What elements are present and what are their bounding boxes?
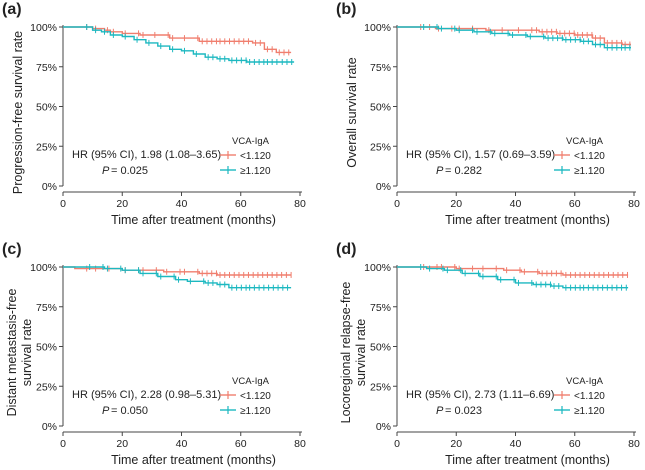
- p-value-label: P: [102, 405, 110, 417]
- legend-title: VCA-IgA: [232, 376, 270, 387]
- x-tick-label: 0: [394, 198, 400, 210]
- x-tick-label: 60: [235, 198, 247, 210]
- x-tick-label: 40: [176, 198, 188, 210]
- chart-panel: (a) 0% 25% 50% 75% 100% 0 20 40 60 80 Time after tr…: [2, 1, 306, 227]
- legend-item-label: ≥1.120: [574, 166, 605, 177]
- p-value-text: = 0.282: [445, 165, 482, 177]
- hazard-ratio-text: HR (95% CI), 2.73 (1.11–6.69): [406, 389, 554, 401]
- p-value-text: = 0.025: [111, 165, 148, 177]
- y-tick-label: 100%: [364, 262, 391, 274]
- x-axis-label: Time after treatment (months): [445, 453, 610, 467]
- x-tick-label: 60: [569, 438, 581, 450]
- x-tick-label: 80: [294, 438, 306, 450]
- p-value-text: = 0.050: [111, 405, 148, 417]
- y-tick-label: 75%: [370, 62, 391, 74]
- x-tick-label: 20: [116, 438, 128, 450]
- y-tick-label: 0%: [376, 181, 391, 193]
- y-tick-label: 0%: [376, 421, 391, 433]
- x-tick-label: 80: [628, 438, 640, 450]
- x-tick-label: 60: [569, 198, 581, 210]
- y-axis-label: Distant metastasis-free: [5, 289, 19, 417]
- x-axis-label: Time after treatment (months): [445, 213, 610, 227]
- legend-item-label: <1.120: [574, 391, 605, 402]
- panel-label: (d): [336, 241, 356, 258]
- hazard-ratio-text: HR (95% CI), 2.28 (0.98–5.31): [72, 389, 221, 401]
- legend-item-label: <1.120: [240, 151, 271, 162]
- p-value-label: P: [436, 165, 444, 177]
- survival-curve-high: [397, 26, 631, 49]
- y-tick-label: 0%: [42, 421, 57, 433]
- legend-title: VCA-IgA: [566, 136, 604, 147]
- y-tick-label: 0%: [42, 181, 57, 193]
- y-tick-label: 75%: [370, 302, 391, 314]
- x-tick-label: 40: [176, 438, 188, 450]
- y-axis-label: Overall survival rate: [345, 57, 359, 167]
- panel-label: (b): [336, 1, 356, 18]
- legend-item-label: ≥1.120: [240, 166, 271, 177]
- x-tick-label: 60: [235, 438, 247, 450]
- y-tick-label: 50%: [370, 102, 391, 114]
- y-tick-label: 25%: [370, 141, 391, 153]
- hazard-ratio-text: HR (95% CI), 1.98 (1.08–3.65): [72, 149, 221, 161]
- x-tick-label: 40: [510, 438, 522, 450]
- p-value-text: = 0.023: [445, 405, 482, 417]
- legend-title: VCA-IgA: [232, 136, 270, 147]
- panel-label: (a): [2, 1, 22, 18]
- chart-panel: (d) 0% 25% 50% 75% 100% 0 20 40 60 80 Time after tr…: [336, 241, 640, 467]
- x-tick-label: 20: [116, 198, 128, 210]
- x-tick-label: 0: [60, 198, 66, 210]
- hazard-ratio-text: HR (95% CI), 1.57 (0.69–3.59): [406, 149, 555, 161]
- y-tick-label: 50%: [36, 102, 57, 114]
- y-tick-label: 100%: [30, 262, 57, 274]
- x-axis-label: Time after treatment (months): [111, 453, 276, 467]
- y-tick-label: 100%: [30, 22, 57, 34]
- p-value-label: P: [436, 405, 444, 417]
- y-axis-label: Progression-free survival rate: [11, 31, 25, 194]
- y-tick-label: 25%: [370, 381, 391, 393]
- x-tick-label: 40: [510, 198, 522, 210]
- x-tick-label: 20: [450, 438, 462, 450]
- y-tick-label: 25%: [36, 141, 57, 153]
- legend-title: VCA-IgA: [566, 376, 604, 387]
- chart-panel: (c) 0% 25% 50% 75% 100% 0 20 40 60 80 Time after tr…: [2, 241, 306, 467]
- legend-item-label: ≥1.120: [240, 406, 271, 417]
- x-tick-label: 80: [628, 198, 640, 210]
- x-tick-label: 80: [294, 198, 306, 210]
- survival-curve-high: [63, 266, 292, 289]
- legend-item-label: <1.120: [574, 151, 605, 162]
- y-axis-label: Locoregional relapse-free: [339, 282, 353, 424]
- x-tick-label: 0: [394, 438, 400, 450]
- p-value-label: P: [102, 165, 110, 177]
- legend-item-label: <1.120: [240, 391, 271, 402]
- panel-label: (c): [2, 241, 22, 258]
- y-tick-label: 25%: [36, 381, 57, 393]
- y-tick-label: 50%: [370, 342, 391, 354]
- survival-curve-low: [63, 266, 292, 276]
- legend-item-label: ≥1.120: [574, 406, 605, 417]
- survival-curve-high: [63, 26, 295, 63]
- x-tick-label: 20: [450, 198, 462, 210]
- y-axis-label: survival rate: [20, 319, 34, 386]
- y-axis-label: survival rate: [354, 319, 368, 386]
- y-tick-label: 50%: [36, 342, 57, 354]
- survival-curve-high: [397, 266, 629, 289]
- y-tick-label: 75%: [36, 302, 57, 314]
- y-tick-label: 75%: [36, 62, 57, 74]
- y-tick-label: 100%: [364, 22, 391, 34]
- chart-panel: (b) 0% 25% 50% 75% 100% 0 20 40 60 80 Time after tr…: [336, 1, 640, 227]
- x-tick-label: 0: [60, 438, 66, 450]
- x-axis-label: Time after treatment (months): [111, 213, 276, 227]
